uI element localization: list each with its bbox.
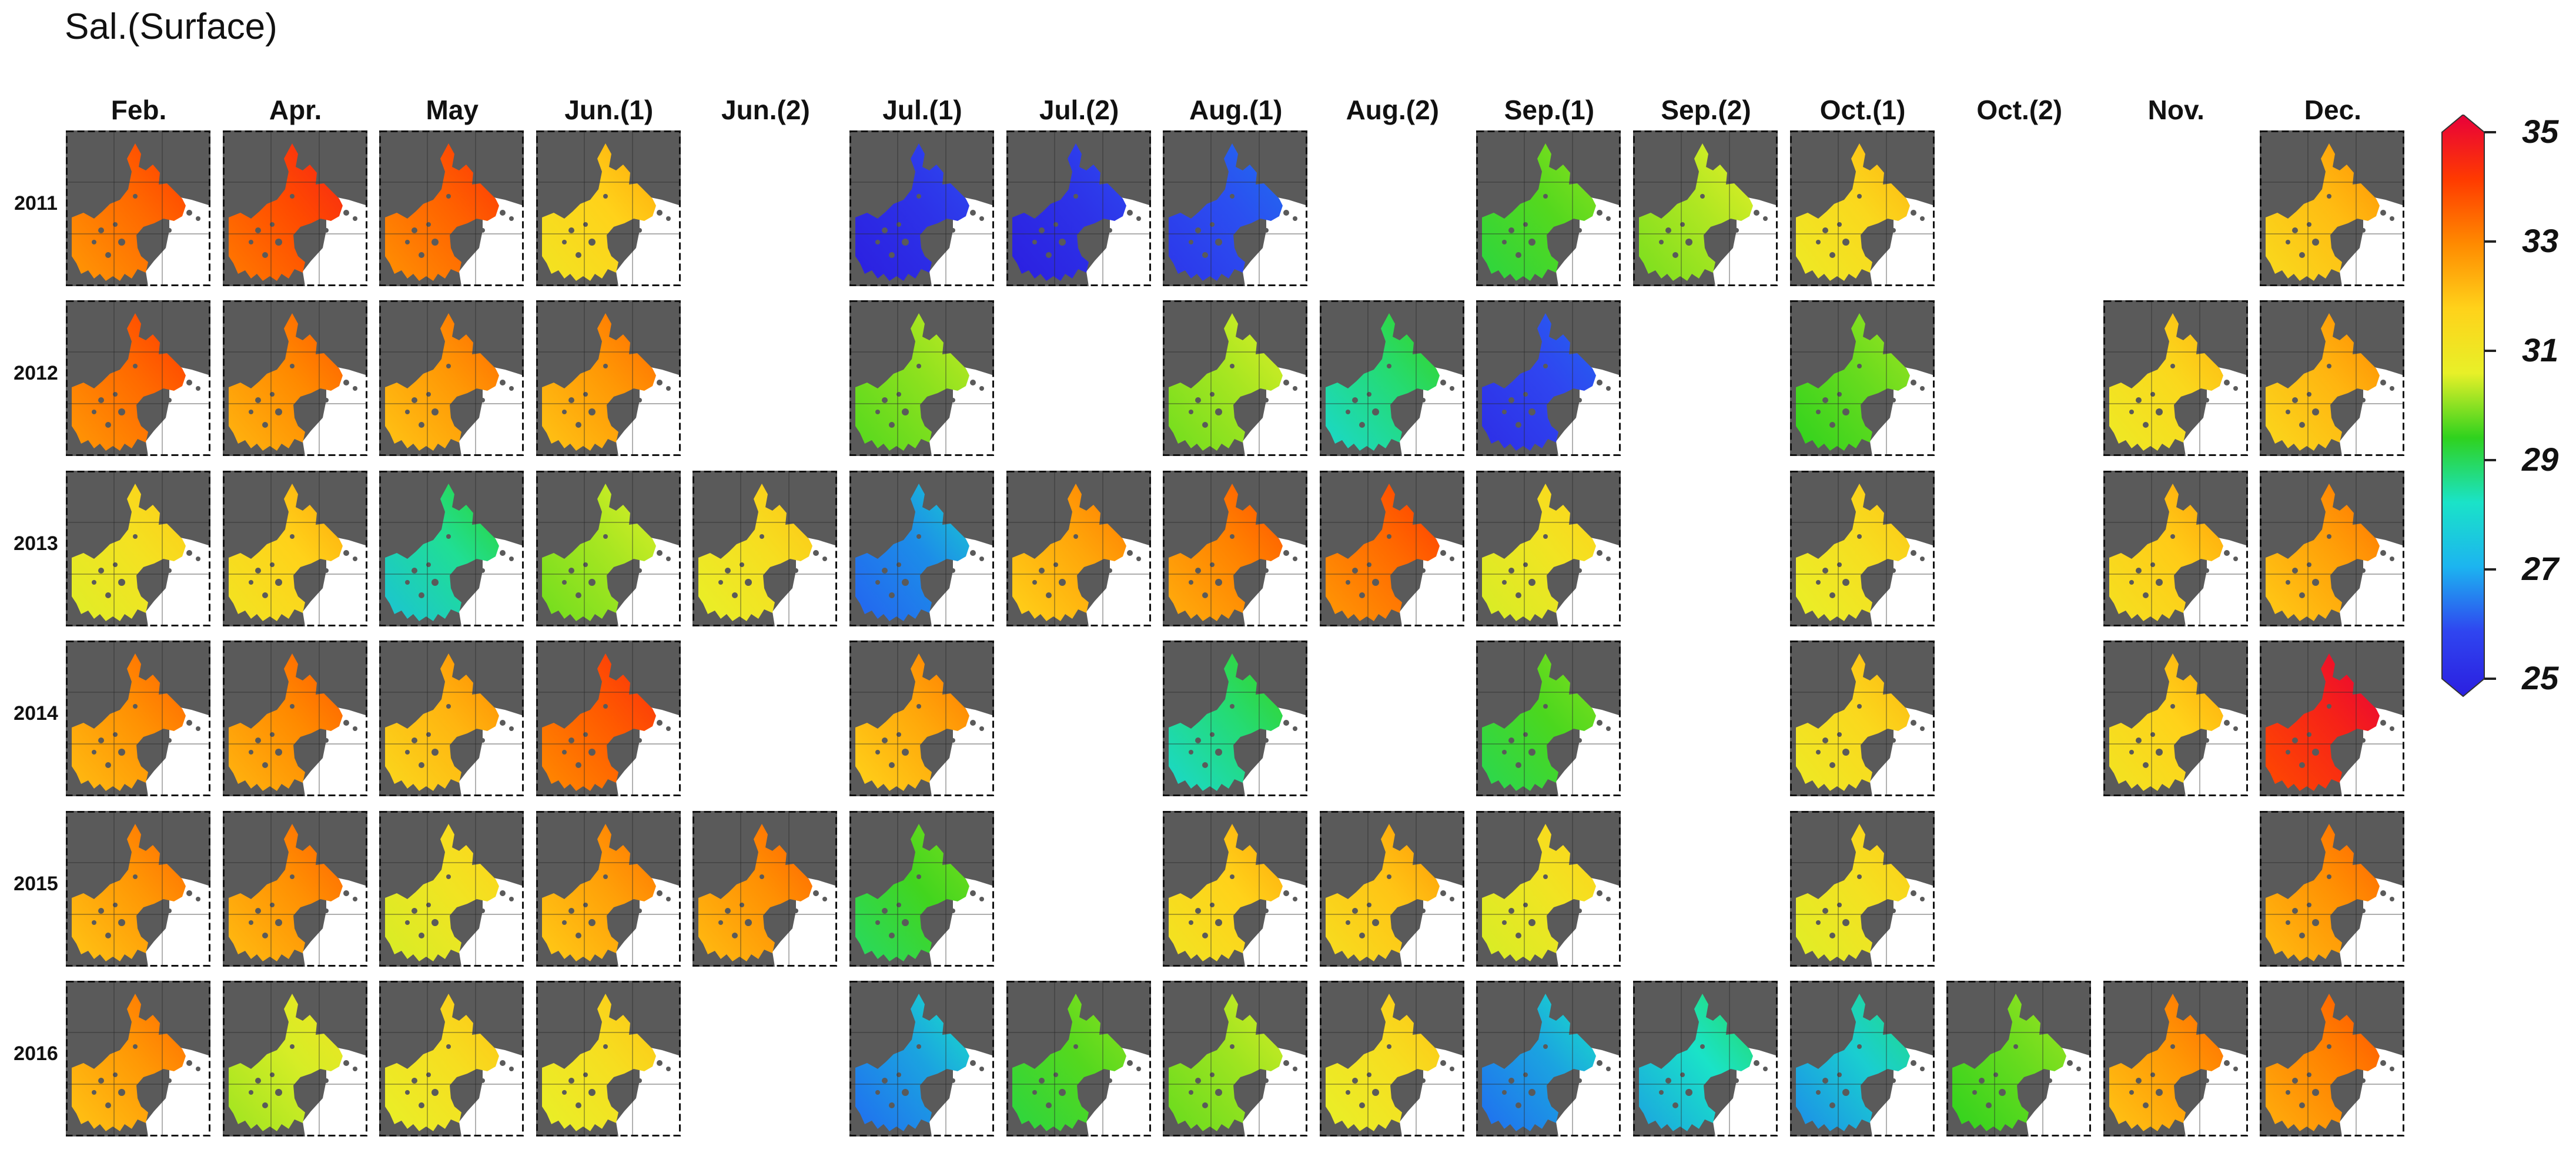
- colorbar-tick-label: 31: [2522, 331, 2559, 368]
- salinity-map-2011-Feb.: [66, 130, 210, 286]
- column-header: Oct.(1): [1819, 95, 1906, 125]
- salinity-map-2015-Aug.(1): [1163, 810, 1308, 967]
- salinity-map-2013-Jun.(2): [692, 470, 838, 626]
- salinity-map-2012-Apr.: [222, 300, 367, 457]
- column-header: Jun.(2): [721, 95, 810, 125]
- salinity-map-2014-Apr.: [222, 641, 367, 797]
- salinity-map-2014-Aug.(1): [1163, 641, 1308, 797]
- salinity-map-2016-Jul.(2): [1006, 981, 1151, 1136]
- salinity-map-2016-Apr.: [222, 981, 367, 1136]
- salinity-map-2016-Aug.(1): [1163, 981, 1308, 1136]
- salinity-map-2015-Oct.(1): [1789, 810, 1935, 967]
- colorbar-tick-label: 29: [2522, 441, 2559, 478]
- salinity-map-2012-Jul.(1): [849, 300, 994, 457]
- salinity-map-2012-Feb.: [66, 300, 210, 457]
- row-label: 2015: [14, 872, 58, 895]
- salinity-map-2013-Feb.: [66, 470, 210, 626]
- salinity-map-2015-Dec.: [2260, 810, 2405, 967]
- column-header: Jun.(1): [564, 95, 654, 125]
- salinity-map-2015-May: [379, 810, 524, 967]
- figure-title: Sal.(Surface): [65, 6, 277, 47]
- salinity-map-2015-Feb.: [66, 810, 210, 967]
- salinity-map-2012-Nov.: [2103, 300, 2248, 457]
- salinity-map-2013-Jul.(2): [1006, 470, 1151, 626]
- salinity-map-2013-Aug.(1): [1163, 470, 1308, 626]
- row-label: 2012: [14, 362, 58, 385]
- salinity-map-2016-Oct.(2): [1946, 981, 2092, 1136]
- column-header: Jul.(2): [1039, 95, 1119, 125]
- salinity-map-2011-Jun.(1): [536, 130, 681, 286]
- colorbar-tick-label: 27: [2522, 550, 2559, 587]
- salinity-map-2011-Aug.(1): [1163, 130, 1308, 286]
- salinity-map-2011-May: [379, 130, 524, 286]
- salinity-map-2011-Sep.(2): [1633, 130, 1778, 286]
- salinity-map-2016-Sep.(2): [1633, 981, 1778, 1136]
- salinity-map-2014-Feb.: [66, 641, 210, 797]
- salinity-map-2012-May: [379, 300, 524, 457]
- row-label: 2014: [14, 702, 58, 725]
- salinity-map-2015-Aug.(2): [1319, 810, 1464, 967]
- salinity-map-2014-Oct.(1): [1789, 641, 1935, 797]
- salinity-map-2014-Dec.: [2260, 641, 2405, 797]
- salinity-map-2012-Dec.: [2260, 300, 2405, 457]
- salinity-map-2013-Aug.(2): [1319, 470, 1464, 626]
- salinity-map-2013-Jun.(1): [536, 470, 681, 626]
- salinity-map-2012-Oct.(1): [1789, 300, 1935, 457]
- salinity-map-2012-Sep.(1): [1476, 300, 1621, 457]
- column-header: Nov.: [2147, 95, 2204, 125]
- salinity-map-2016-Oct.(1): [1789, 981, 1935, 1136]
- column-header: Feb.: [111, 95, 167, 125]
- salinity-map-2011-Dec.: [2260, 130, 2405, 286]
- salinity-map-2015-Sep.(1): [1476, 810, 1621, 967]
- salinity-map-2016-Sep.(1): [1476, 981, 1621, 1136]
- colorbar-tick-label: 25: [2522, 659, 2559, 696]
- row-label: 2011: [14, 192, 58, 214]
- salinity-map-2014-May: [379, 641, 524, 797]
- salinity-map-2015-Jun.(1): [536, 810, 681, 967]
- column-header: Sep.(1): [1504, 95, 1595, 125]
- row-label: 2013: [14, 532, 58, 555]
- salinity-map-2014-Sep.(1): [1476, 641, 1621, 797]
- salinity-map-2011-Jul.(2): [1006, 130, 1151, 286]
- salinity-map-2016-Jun.(1): [536, 981, 681, 1136]
- column-header: Aug.(1): [1189, 95, 1283, 125]
- salinity-map-2016-Nov.: [2103, 981, 2248, 1136]
- salinity-map-2012-Jun.(1): [536, 300, 681, 457]
- salinity-map-2016-Dec.: [2260, 981, 2405, 1136]
- salinity-map-2016-Jul.(1): [849, 981, 994, 1136]
- salinity-map-2013-Jul.(1): [849, 470, 994, 626]
- salinity-map-2013-Sep.(1): [1476, 470, 1621, 626]
- salinity-map-2014-Nov.: [2103, 641, 2248, 797]
- column-header: Jul.(1): [882, 95, 962, 125]
- salinity-map-2011-Apr.: [222, 130, 367, 286]
- salinity-map-2013-Nov.: [2103, 470, 2248, 626]
- salinity-map-2011-Oct.(1): [1789, 130, 1935, 286]
- colorbar-tick-label: 35: [2522, 113, 2559, 150]
- salinity-map-2014-Jul.(1): [849, 641, 994, 797]
- row-label: 2016: [14, 1042, 58, 1065]
- column-header: Dec.: [2304, 95, 2361, 125]
- column-header: May: [426, 95, 479, 125]
- salinity-map-2012-Aug.(1): [1163, 300, 1308, 457]
- salinity-map-2013-Dec.: [2260, 470, 2405, 626]
- salinity-map-2016-Feb.: [66, 981, 210, 1136]
- column-header: Aug.(2): [1346, 95, 1439, 125]
- salinity-map-2014-Jun.(1): [536, 641, 681, 797]
- colorbar: [2441, 115, 2496, 698]
- salinity-map-2013-May: [379, 470, 524, 626]
- salinity-map-2013-Oct.(1): [1789, 470, 1935, 626]
- column-header: Sep.(2): [1661, 95, 1751, 125]
- salinity-map-2011-Sep.(1): [1476, 130, 1621, 286]
- salinity-map-2016-May: [379, 981, 524, 1136]
- salinity-map-2012-Aug.(2): [1319, 300, 1464, 457]
- column-header: Oct.(2): [1976, 95, 2063, 125]
- salinity-map-2015-Jun.(2): [692, 810, 838, 967]
- salinity-map-2015-Apr.: [222, 810, 367, 967]
- column-header: Apr.: [269, 95, 322, 125]
- colorbar-tick-label: 33: [2522, 222, 2559, 259]
- salinity-map-2015-Jul.(1): [849, 810, 994, 967]
- salinity-map-2013-Apr.: [222, 470, 367, 626]
- salinity-map-2016-Aug.(2): [1319, 981, 1464, 1136]
- salinity-map-2011-Jul.(1): [849, 130, 994, 286]
